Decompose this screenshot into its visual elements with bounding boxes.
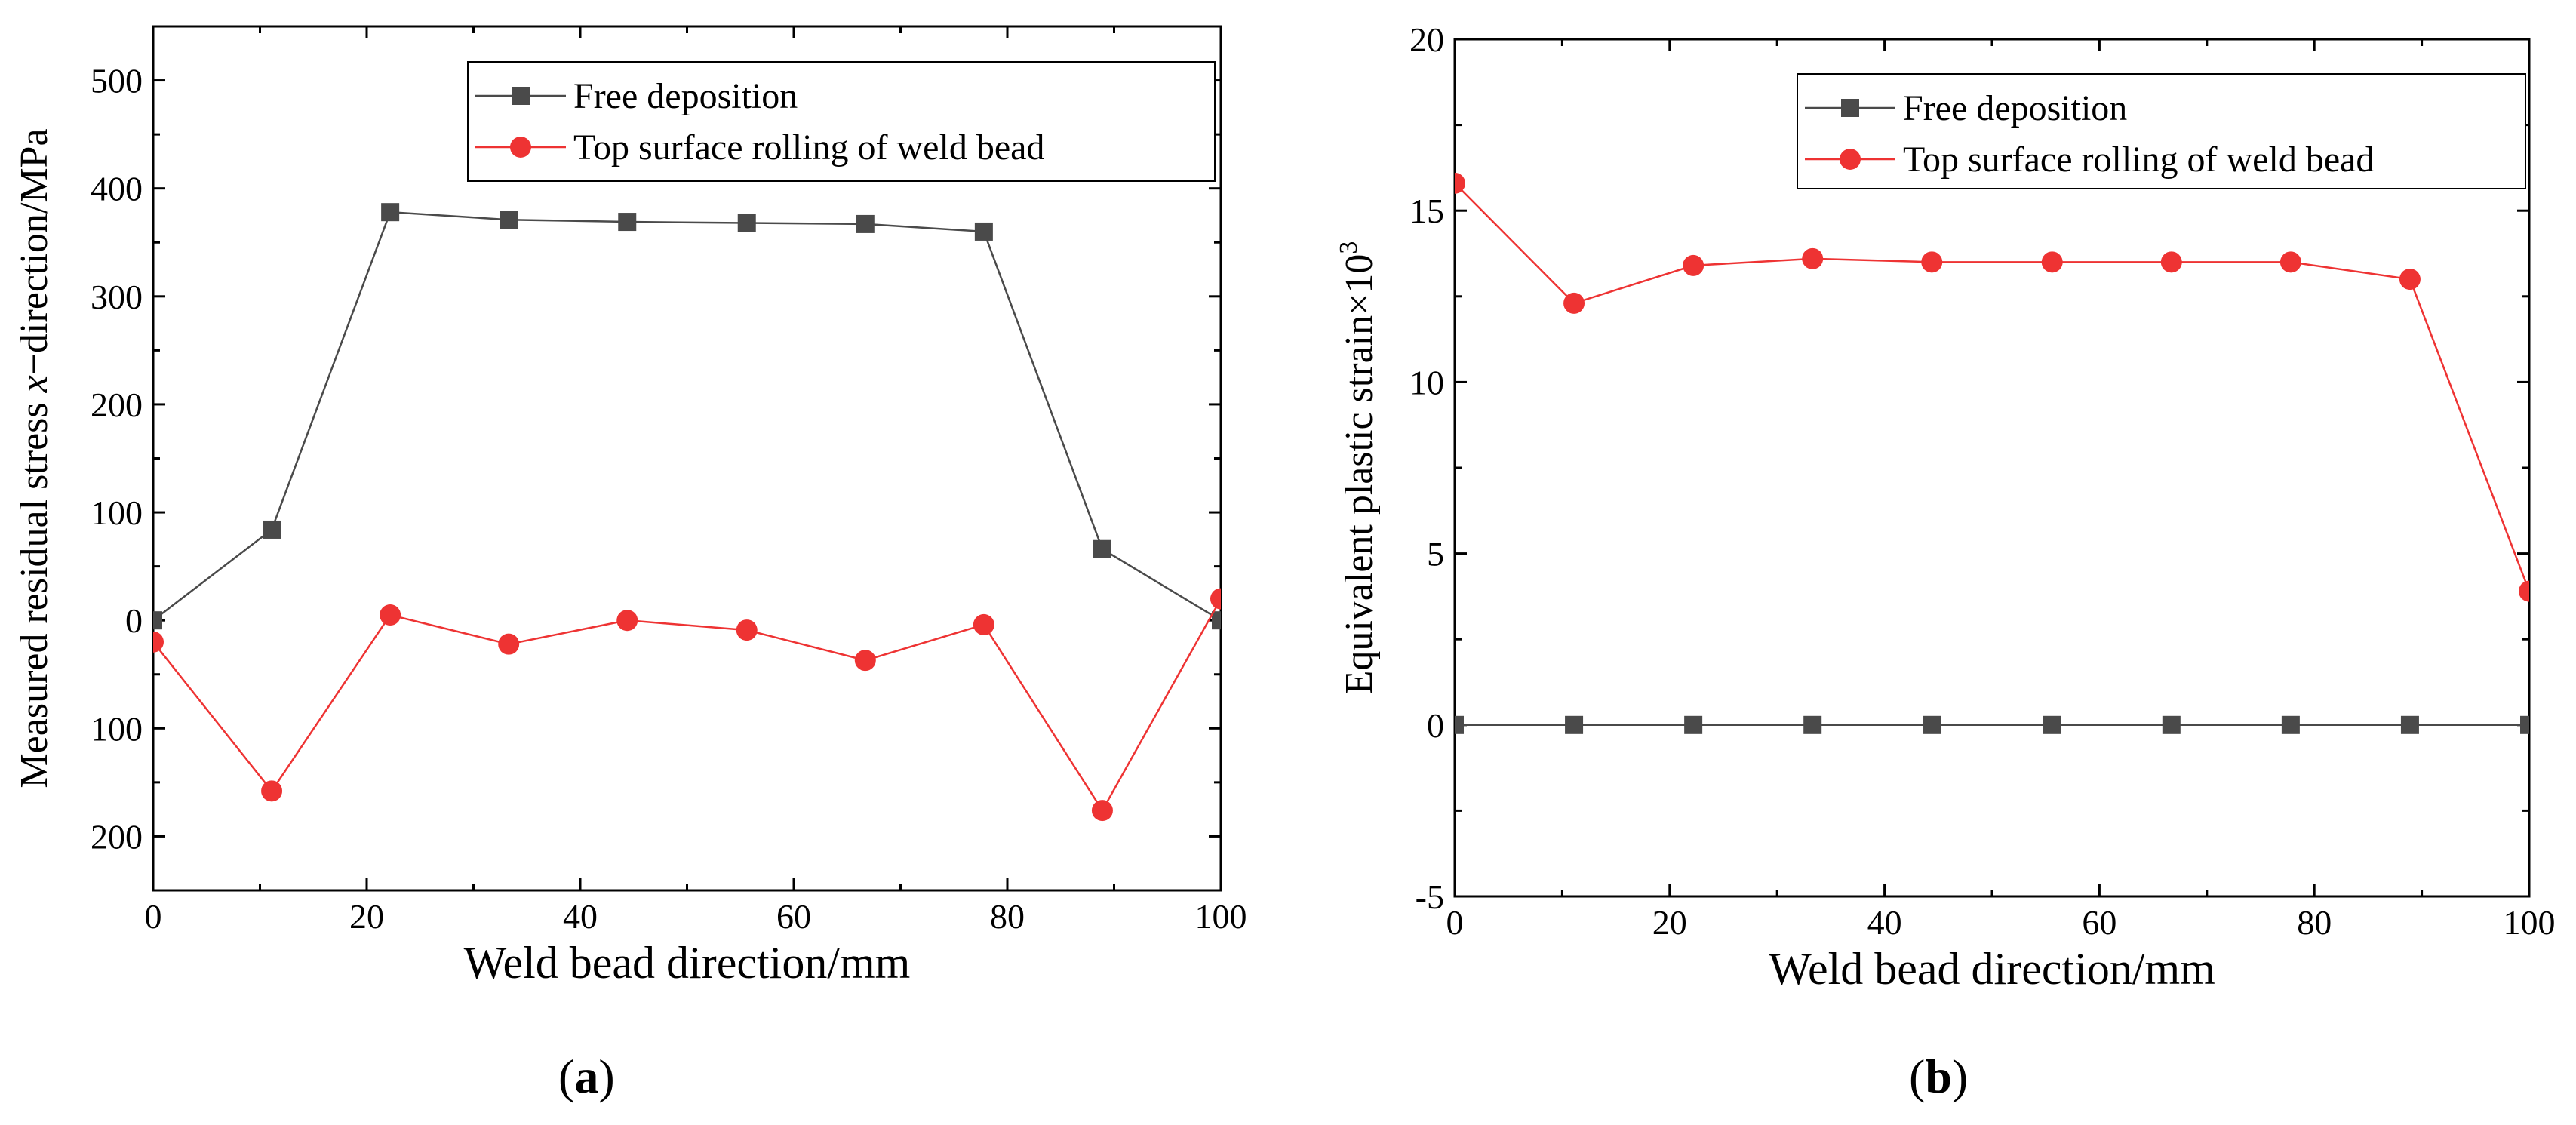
data-point (1921, 251, 1943, 273)
data-point (1455, 715, 1464, 734)
x-tick-label: 40 (1867, 903, 1902, 942)
y-tick-label: -5 (1416, 878, 1444, 916)
y-tick-label: 300 (91, 278, 143, 316)
legend-label: Top surface rolling of weld bead (573, 128, 1044, 168)
y-tick-label: 100 (91, 493, 143, 532)
x-tick-label: 60 (776, 897, 811, 936)
y-tick-label: 10 (1409, 363, 1444, 401)
legend-label: Free deposition (1903, 88, 2127, 128)
data-point (498, 633, 520, 655)
data-point (2162, 715, 2181, 734)
y-tick-label: 15 (1409, 192, 1444, 230)
series-free-deposition (1455, 715, 2529, 734)
data-point (1091, 800, 1113, 822)
y-tick-label: 0 (1427, 706, 1444, 745)
data-point (1923, 715, 1941, 734)
data-point (2041, 251, 2063, 273)
data-point (2160, 251, 2182, 273)
data-point (1565, 715, 1584, 734)
y-tick-label: 0 (125, 601, 143, 640)
x-tick-label: 100 (1195, 897, 1247, 936)
data-point (973, 613, 994, 635)
x-tick-label: 60 (2082, 903, 2116, 942)
data-point (618, 213, 637, 232)
data-point (974, 222, 993, 241)
x-tick-label: 20 (1652, 903, 1687, 942)
data-point (616, 610, 638, 632)
legend-label: Free deposition (573, 76, 798, 116)
data-point (1210, 588, 1221, 610)
data-point (737, 214, 756, 232)
data-point (261, 780, 283, 802)
data-point (1212, 611, 1221, 630)
x-tick-label: 100 (2504, 903, 2556, 942)
data-point (2400, 715, 2419, 734)
series-top-surface-rolling (153, 588, 1221, 822)
y-tick-label: 100 (91, 709, 143, 748)
y-tick-label: 200 (91, 386, 143, 424)
x-tick-label: 0 (145, 897, 162, 936)
legend-marker (1841, 99, 1859, 117)
data-point (854, 650, 876, 672)
data-point (1093, 539, 1111, 558)
series-top-surface-rolling (1455, 172, 2529, 602)
x-tick-label: 40 (563, 897, 598, 936)
y-tick-label: 400 (91, 170, 143, 208)
y-tick-label: 200 (91, 817, 143, 856)
y-tick-label: 20 (1409, 20, 1444, 59)
legend-box (1797, 73, 2526, 189)
data-point (1683, 254, 1705, 276)
data-point (153, 611, 162, 630)
data-point (2281, 715, 2300, 734)
legend-marker (512, 87, 530, 105)
panel-label-a: (a) (558, 1050, 615, 1103)
data-point (2043, 715, 2061, 734)
x-axis-label: Weld bead direction/mm (464, 938, 911, 988)
data-point (2399, 269, 2421, 290)
data-point (1455, 172, 1465, 194)
legend-marker (1840, 149, 1861, 170)
data-point (1802, 247, 1824, 269)
y-axis-label: Measured residual stress x−direction/MPa (13, 128, 56, 788)
data-point (2520, 715, 2529, 734)
series-line (153, 211, 1221, 622)
series-free-deposition (153, 203, 1221, 630)
data-point (263, 520, 281, 539)
legend-label: Top surface rolling of weld bead (1903, 140, 2374, 180)
series-line (153, 598, 1221, 813)
y-axis-label: Equivalent plastic strain×103 (1335, 241, 1381, 695)
series-line (1455, 182, 2529, 592)
panel-label-b: (b) (1909, 1050, 1969, 1103)
chart-panel-a: 0 20 40 60 80 100 200 100 0 100 200 300 400 500 Weld b… (13, 25, 1247, 988)
x-tick-label: 80 (2297, 903, 2332, 942)
data-point (856, 214, 875, 233)
x-axis-label: Weld bead direction/mm (1769, 944, 2215, 994)
y-tick-label: 5 (1427, 535, 1444, 573)
x-tick-label: 0 (1446, 903, 1464, 942)
data-point (500, 211, 518, 229)
y-tick-label: 500 (91, 62, 143, 100)
data-point (380, 604, 401, 626)
data-point (1803, 715, 1822, 734)
legend-box (467, 61, 1216, 182)
x-tick-label: 80 (990, 897, 1025, 936)
data-point (1684, 715, 1703, 734)
legend-marker (510, 137, 531, 158)
data-point (2279, 251, 2301, 273)
data-point (2519, 580, 2529, 602)
x-tick-label: 20 (349, 897, 384, 936)
data-point (736, 619, 758, 641)
data-point (381, 203, 400, 222)
data-point (153, 631, 164, 653)
data-point (1563, 292, 1585, 314)
